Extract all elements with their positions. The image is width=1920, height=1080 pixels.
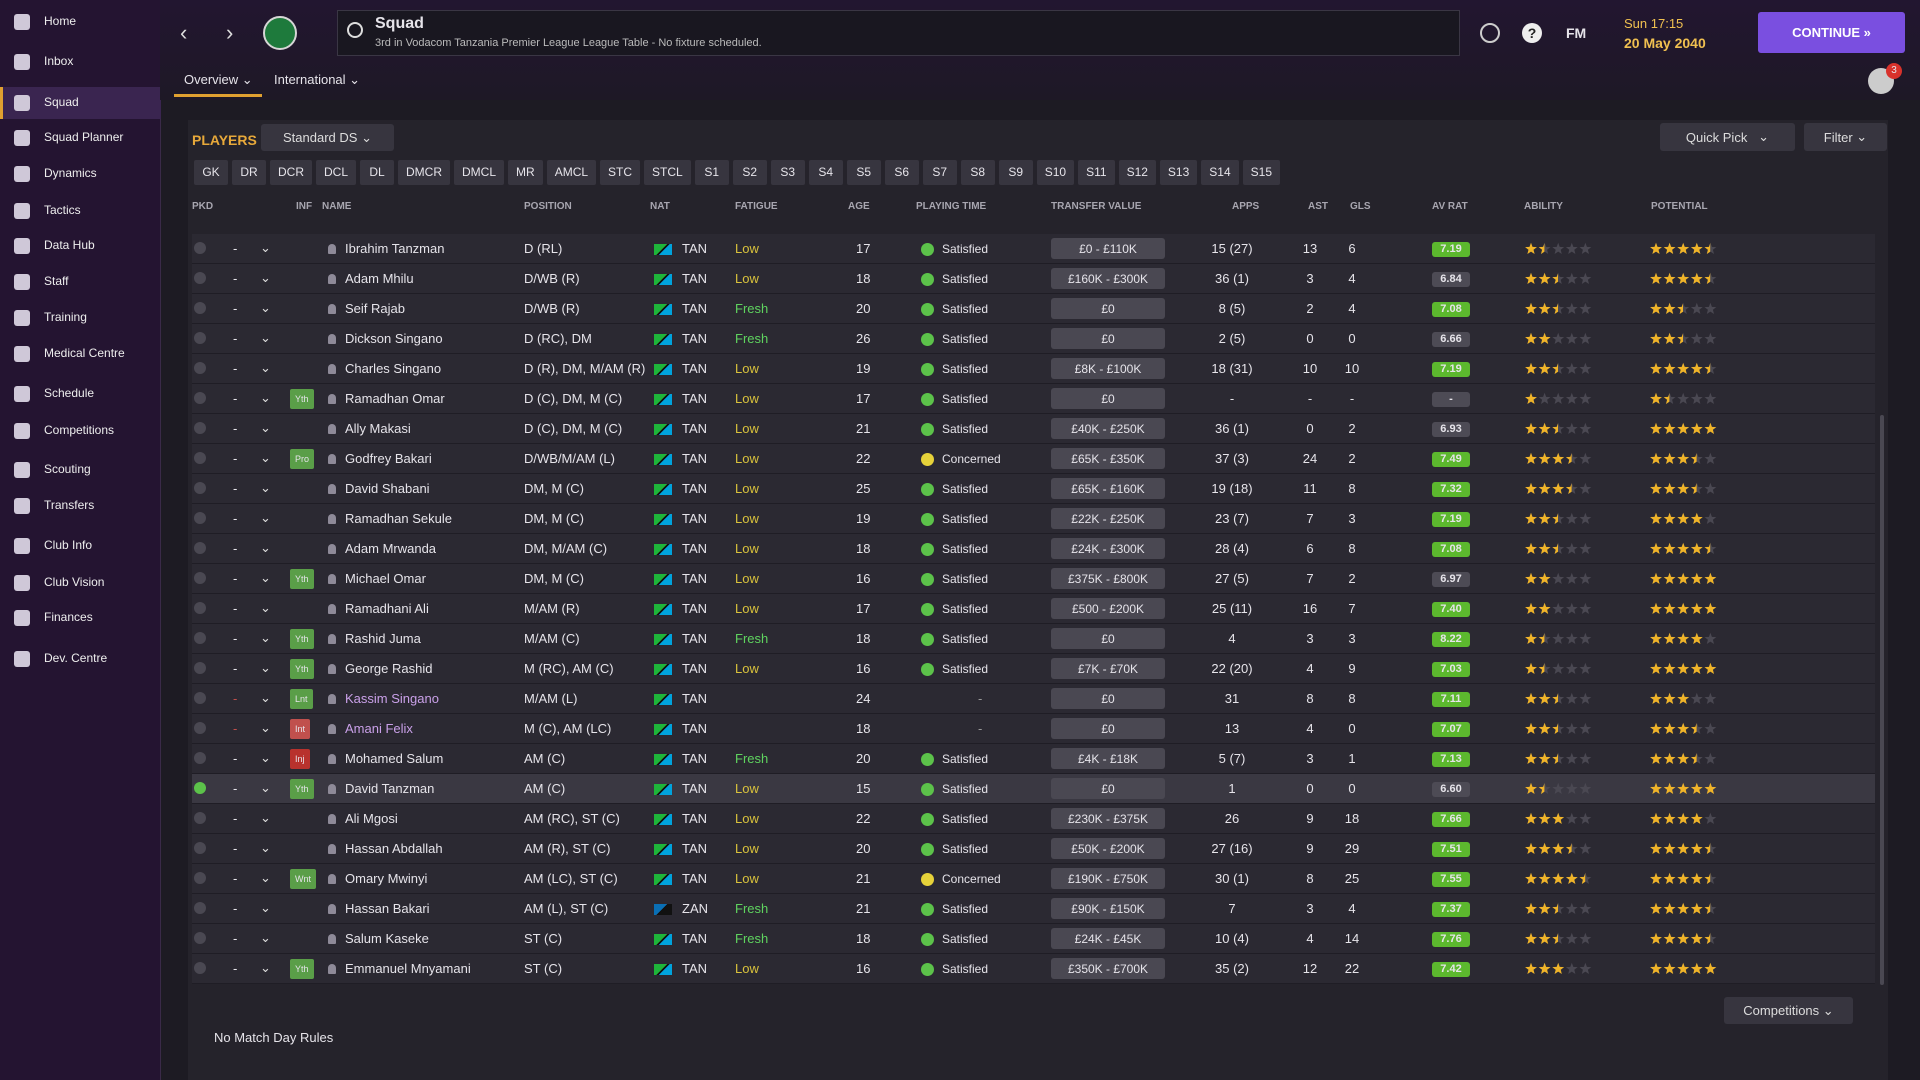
nav-item[interactable]: Medical Centre	[44, 346, 125, 360]
fm-menu[interactable]: FM	[1566, 25, 1587, 41]
nav-icon	[14, 610, 30, 626]
nav-item[interactable]: Training	[44, 310, 87, 324]
position-filter[interactable]: DL	[360, 160, 395, 185]
nav-icon	[14, 498, 30, 514]
nav-icon	[14, 310, 30, 326]
position-filter[interactable]: GK	[194, 160, 228, 185]
back-arrow[interactable]: ‹	[180, 20, 188, 45]
nav-item[interactable]: Home	[44, 14, 77, 28]
competitions-button[interactable]: Competitions ⌄	[1724, 997, 1853, 1024]
nav-icon	[14, 538, 30, 554]
position-filter[interactable]: AMCL	[546, 160, 597, 185]
continue-label: CONTINUE	[1792, 25, 1861, 40]
nav-item[interactable]: Data Hub	[44, 238, 95, 252]
position-filter[interactable]: S6	[884, 160, 919, 185]
nav-item[interactable]: Club Info	[44, 538, 93, 552]
nav-icon	[14, 54, 30, 70]
nav-icon	[14, 423, 30, 439]
nav-icon	[14, 462, 30, 478]
notification-count: 3	[1886, 63, 1902, 79]
filter-button[interactable]: Filter ⌄	[1804, 123, 1887, 151]
position-filter[interactable]: S14	[1201, 160, 1239, 185]
view-label: Standard DS	[283, 130, 358, 145]
position-filters: GK DR DCR DCL DL DMCR DMCL MR AMCL STC STCL S1 S2 S3 S…	[194, 160, 1280, 185]
view-button[interactable]: Standard DS ⌄	[261, 124, 394, 151]
nav-item[interactable]: Scouting	[44, 462, 91, 476]
position-filter[interactable]: STCL	[644, 160, 691, 185]
position-filter[interactable]: S2	[732, 160, 767, 185]
continue-button[interactable]: CONTINUE »	[1758, 12, 1905, 53]
match-day-rules: No Match Day Rules	[214, 1030, 334, 1045]
position-filter[interactable]: MR	[508, 160, 543, 185]
position-filter[interactable]: S9	[998, 160, 1033, 185]
section-title: PLAYERS	[192, 132, 257, 148]
position-filter[interactable]: S11	[1078, 160, 1115, 185]
forward-arrow[interactable]: ›	[226, 20, 234, 45]
nav-icon	[14, 14, 30, 30]
nav-item[interactable]: Club Vision	[44, 575, 105, 589]
position-filter[interactable]: S1	[694, 160, 729, 185]
filter-label: Filter	[1823, 129, 1853, 145]
position-filter[interactable]: S4	[808, 160, 843, 185]
nav-icon	[14, 346, 30, 362]
sidebar: Home Inbox Squad Squad Planner Dynamics Tacti…	[0, 0, 161, 1080]
nav-item[interactable]: Tactics	[44, 203, 81, 217]
nav-icon	[14, 575, 30, 591]
search-icon	[347, 22, 363, 38]
page-subtitle: 3rd in Vodacom Tanzania Premier League L…	[375, 37, 762, 49]
tab[interactable]: Overview ⌄	[184, 72, 253, 87]
position-filter[interactable]: S10	[1036, 160, 1075, 185]
position-filter[interactable]: S13	[1159, 160, 1198, 185]
position-filter[interactable]: DMCR	[398, 160, 451, 185]
position-filter[interactable]: DR	[232, 160, 266, 185]
position-filter[interactable]: S7	[922, 160, 957, 185]
world-icon[interactable]	[1480, 23, 1500, 43]
position-filter[interactable]: S15	[1242, 160, 1280, 185]
nav-icon	[14, 166, 30, 182]
nav-icon	[14, 274, 30, 290]
position-filter[interactable]: S8	[960, 160, 995, 185]
nav-icon	[14, 238, 30, 254]
nav-icon	[14, 386, 30, 402]
nav-item[interactable]: Inbox	[44, 54, 74, 68]
nav-icon	[14, 130, 30, 146]
position-filter[interactable]: DCR	[270, 160, 312, 185]
nav-item[interactable]: Squad	[44, 95, 79, 109]
tab-label: Overview	[184, 72, 239, 87]
club-badge[interactable]	[263, 16, 297, 50]
nav-item[interactable]: Schedule	[44, 386, 95, 400]
quick-pick-button[interactable]: Quick Pick ⌄	[1660, 123, 1795, 151]
position-filter[interactable]: DMCL	[454, 160, 505, 185]
players-panel	[188, 120, 1888, 1080]
nav-icon	[14, 95, 30, 111]
position-filter[interactable]: S5	[846, 160, 881, 185]
nav-icon	[14, 651, 30, 667]
nav-item[interactable]: Squad Planner	[44, 130, 124, 144]
position-filter[interactable]: DCL	[316, 160, 357, 185]
nav-item[interactable]: Staff	[44, 274, 69, 288]
page-title: Squad	[375, 15, 424, 32]
nav-item[interactable]: Dev. Centre	[44, 651, 108, 665]
date: 20 May 2040	[1624, 35, 1706, 51]
search-box[interactable]	[337, 10, 1460, 56]
nav-item[interactable]: Dynamics	[44, 166, 97, 180]
tab-label: International	[274, 72, 346, 87]
tab[interactable]: International ⌄	[274, 72, 361, 87]
position-filter[interactable]: S3	[770, 160, 805, 185]
nav-item[interactable]: Competitions	[44, 423, 115, 437]
position-filter[interactable]: STC	[600, 160, 641, 185]
nav-item[interactable]: Transfers	[44, 498, 95, 512]
quick-pick-label: Quick Pick	[1685, 129, 1748, 145]
nav-icon	[14, 203, 30, 219]
tab-underline	[174, 94, 262, 97]
position-filter[interactable]: S12	[1118, 160, 1156, 185]
help-icon[interactable]: ?	[1522, 23, 1542, 43]
day-time: Sun 17:15	[1624, 16, 1684, 31]
competitions-label: Competitions	[1743, 1003, 1820, 1018]
nav-item[interactable]: Finances	[44, 610, 93, 624]
